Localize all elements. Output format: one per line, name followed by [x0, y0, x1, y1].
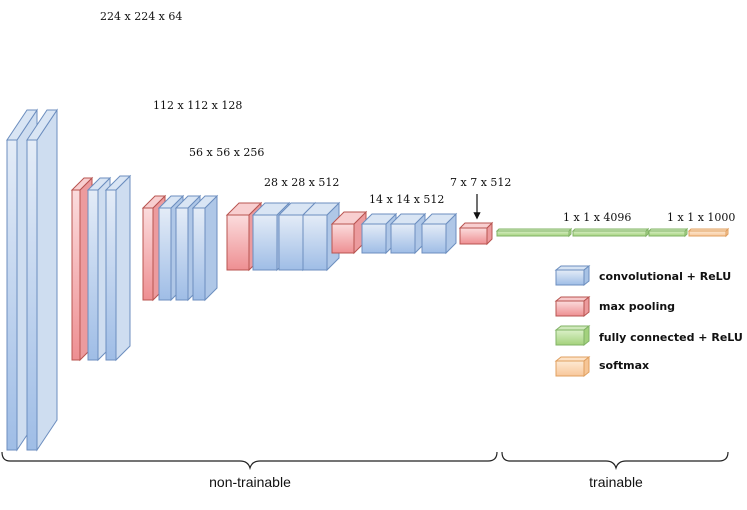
legend-label-pool: max pooling	[599, 300, 675, 313]
dim-label-conv5: 14 x 14 x 512	[369, 193, 444, 206]
legend-label-fc: fully connected + ReLU	[599, 331, 743, 344]
conv-layer-block	[191, 194, 219, 302]
brace-trainable	[501, 451, 729, 471]
softmax-layer-block	[687, 227, 730, 238]
pool-layer-block	[458, 221, 494, 246]
dim-label-conv1: 224 x 224 x 64	[100, 10, 182, 23]
layer-blocks	[6, 108, 730, 452]
brace-non-trainable	[1, 451, 498, 471]
dim-label-softmax: 1 x 1 x 1000	[667, 211, 735, 224]
legend-swatch-pool	[554, 295, 591, 318]
conv-layer-block	[389, 212, 427, 255]
legend-swatch-softmax	[554, 355, 591, 378]
conv-layer-block	[26, 108, 58, 452]
legend: convolutional + ReLU max pooling fully c…	[554, 264, 743, 378]
dim-label-fc: 1 x 1 x 4096	[563, 211, 631, 224]
conv-layer-block	[420, 212, 458, 255]
legend-label-softmax: softmax	[599, 359, 649, 372]
conv-layer-block	[104, 174, 132, 362]
group-label-non-trainable: non-trainable	[209, 474, 291, 490]
dim-label-conv4: 28 x 28 x 512	[264, 176, 339, 189]
fc-layer-block	[571, 227, 650, 238]
fc-layer-block	[495, 227, 573, 238]
dim-label-conv2: 112 x 112 x 128	[153, 99, 242, 112]
legend-swatch-fc	[554, 324, 591, 347]
legend-swatch-conv	[554, 264, 591, 287]
group-label-trainable: trainable	[589, 474, 643, 490]
dim-label-conv3: 56 x 56 x 256	[189, 146, 264, 159]
fc-layer-block	[647, 227, 689, 238]
dim-label-pool5: 7 x 7 x 512	[450, 176, 511, 189]
legend-label-conv: convolutional + ReLU	[599, 270, 731, 283]
conv-layer-block	[360, 212, 398, 255]
